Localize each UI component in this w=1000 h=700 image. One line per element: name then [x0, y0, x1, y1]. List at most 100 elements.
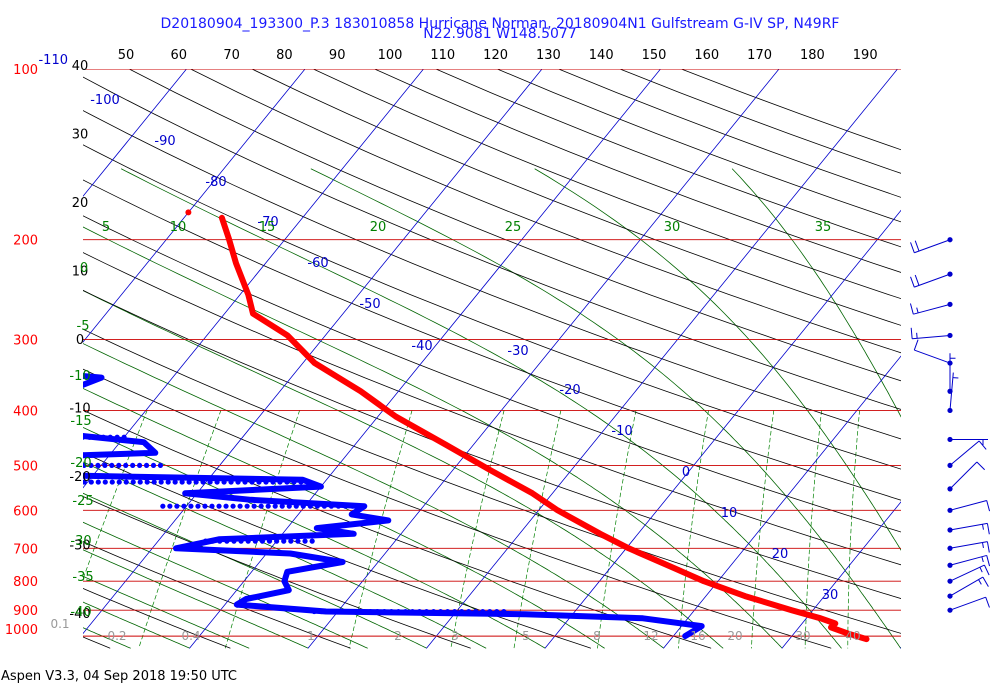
- dewpoint-point: [26, 479, 31, 484]
- wind-barb-flag: [910, 327, 913, 339]
- wind-barbs: [909, 237, 991, 613]
- top-tick-label: 120: [483, 48, 508, 63]
- pressure-label: 900: [13, 604, 38, 619]
- dewpoint-point: [237, 503, 243, 509]
- temperature-point: [185, 209, 192, 216]
- moist-adiabat-line: [83, 290, 724, 649]
- dewpoint-point: [0, 435, 2, 440]
- dry-adiabat-line: [83, 495, 471, 649]
- mixing-ratio-label: 0.2: [107, 629, 126, 643]
- left-tick-label: -20: [69, 470, 90, 485]
- wind-barb-base: [947, 332, 953, 339]
- left-tick-label: -30: [69, 539, 90, 554]
- left-tick-label: 10: [72, 265, 89, 280]
- moist-adiabat-label: 0: [80, 261, 88, 276]
- dewpoint-point: [230, 503, 236, 509]
- dewpoint-point: [83, 462, 87, 469]
- moist-adiabat-label: 20: [370, 220, 387, 235]
- dewpoint-point: [130, 479, 136, 485]
- left-tick-label: -10: [69, 402, 90, 417]
- wind-barb-staff: [949, 499, 987, 511]
- dewpoint-point: [179, 479, 185, 485]
- dry-adiabat-line: [251, 69, 901, 326]
- pressure-label: 700: [13, 542, 38, 557]
- dewpoint-point: [73, 435, 78, 440]
- mixing-ratio-line: [513, 410, 562, 649]
- moist-adiabat-label: -20: [70, 456, 91, 471]
- moist-adiabat-label: -15: [70, 414, 91, 429]
- dewpoint-point: [216, 503, 222, 509]
- dewpoint-point: [54, 463, 59, 468]
- isotherm-label: 10: [721, 506, 738, 521]
- wind-barb-base: [947, 237, 953, 243]
- wind-barb-flag: [982, 576, 989, 587]
- isotherm-label: -10: [611, 424, 632, 439]
- wind-barb-base: [947, 545, 953, 551]
- wind-barb-staff: [949, 596, 986, 611]
- moist-adiabat-label: 25: [505, 220, 522, 235]
- left-tick-label: 30: [72, 128, 89, 143]
- isotherm-line: [307, 69, 780, 649]
- moist-adiabat-line: [83, 492, 428, 649]
- dewpoint-point: [66, 435, 71, 440]
- isotherm-line: [663, 355, 901, 649]
- dry-adiabat-line: [83, 587, 231, 649]
- isotherm-label: -100: [90, 93, 120, 108]
- mixing-ratio-line: [450, 410, 505, 649]
- dewpoint-point: [4, 435, 9, 440]
- mixing-ratio-line: [83, 410, 148, 580]
- dry-adiabat-line: [619, 69, 901, 174]
- mixing-ratio-label: 1: [307, 629, 315, 643]
- mixing-ratio-line: [224, 410, 300, 649]
- chart-footer: Aspen V3.3, 04 Sep 2018 19:50 UTC: [1, 669, 238, 684]
- chart-grid: [83, 69, 901, 649]
- isotherm-label: 0: [682, 465, 690, 480]
- dewpoint-point: [281, 538, 287, 544]
- wind-barb-flag: [982, 542, 984, 549]
- isotherm-label: 30: [822, 588, 839, 603]
- moist-adiabat-label: -30: [70, 534, 91, 549]
- pressure-label: 400: [13, 404, 38, 419]
- dry-adiabat-line: [190, 69, 901, 354]
- dewpoint-point: [83, 479, 87, 485]
- dewpoint-point: [61, 479, 66, 484]
- isotherm-line: [781, 501, 901, 649]
- wind-barb-base: [947, 462, 953, 469]
- dewpoint-point: [102, 462, 108, 469]
- top-tick-label: 110: [430, 48, 455, 63]
- wind-barb-staff: [949, 541, 988, 549]
- dewpoint-point: [209, 503, 215, 509]
- temperature-series-line: [218, 214, 870, 643]
- dewpoint-point: [130, 462, 136, 469]
- top-tick-label: 150: [642, 48, 667, 63]
- dry-adiabat-line: [83, 368, 832, 649]
- wind-barb-base: [947, 507, 953, 513]
- wind-barb-flag: [986, 523, 990, 535]
- isotherm-line: [189, 69, 661, 649]
- wind-barb-flag: [978, 579, 982, 585]
- wind-barb-base: [947, 593, 953, 599]
- dry-adiabat-line: [83, 179, 901, 501]
- moist-adiabat-label: -35: [72, 570, 93, 585]
- isotherm-line: [83, 69, 424, 489]
- left-tick-label: 20: [72, 196, 89, 211]
- mixing-ratio-label: 8: [593, 629, 601, 643]
- dewpoint-point: [309, 538, 315, 544]
- dewpoint-point: [188, 503, 194, 509]
- dewpoint-point: [137, 479, 143, 485]
- wind-barb-base: [947, 271, 953, 277]
- wind-barb-staff: [912, 334, 951, 340]
- left-tick-label: 0: [76, 333, 84, 348]
- dewpoint-point: [11, 435, 16, 440]
- dewpoint-point: [174, 503, 180, 509]
- pressure-label: 500: [13, 459, 38, 474]
- wind-barb-staff: [949, 372, 954, 411]
- dewpoint-point: [288, 538, 294, 544]
- wind-barb-flag: [976, 461, 986, 471]
- top-tick-label: 180: [800, 48, 825, 63]
- wind-barb-base: [947, 436, 953, 443]
- wind-barb-flag: [981, 556, 984, 563]
- isotherm-label: -90: [154, 134, 175, 149]
- dry-adiabat-line: [83, 541, 351, 649]
- moist-adiabat-line: [83, 226, 783, 649]
